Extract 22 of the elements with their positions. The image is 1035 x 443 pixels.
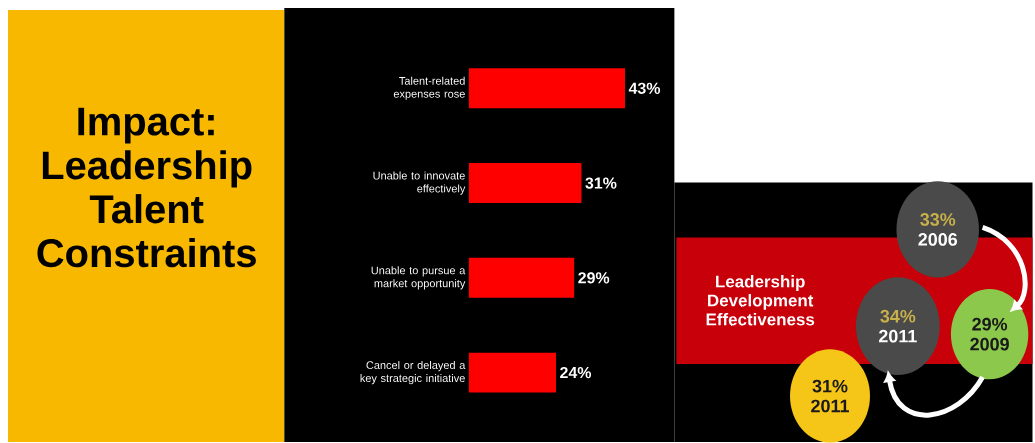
data-label: 34%	[880, 310, 916, 323]
category-label: 2006	[918, 233, 958, 246]
data-label: 29%	[578, 272, 610, 284]
data-label: 33%	[920, 213, 956, 226]
data-label: 43%	[628, 82, 661, 95]
category-label: 2009	[970, 337, 1009, 351]
bar	[468, 163, 582, 204]
data-label: 31%	[585, 177, 617, 189]
y-tick-label: Unable to innovate effectively	[373, 171, 466, 195]
text: Impact: Leadership Talent Constraints	[37, 107, 256, 268]
bar	[468, 68, 626, 109]
category-label: 2011	[811, 399, 849, 413]
category-label: 2011	[878, 329, 917, 343]
bar	[468, 258, 575, 298]
y-tick-label: Unable to pursue a market opportunity	[371, 266, 466, 290]
data-label: 24%	[560, 367, 592, 379]
data-label: 31%	[812, 379, 848, 393]
bar	[468, 352, 557, 393]
text: Leadership Development Effectiveness	[706, 275, 815, 326]
data-label: 29%	[972, 318, 1008, 331]
y-tick-label: Cancel or delayed a key strategic initiative	[360, 361, 466, 385]
y-tick-label: Talent-related expenses rose	[393, 76, 465, 101]
